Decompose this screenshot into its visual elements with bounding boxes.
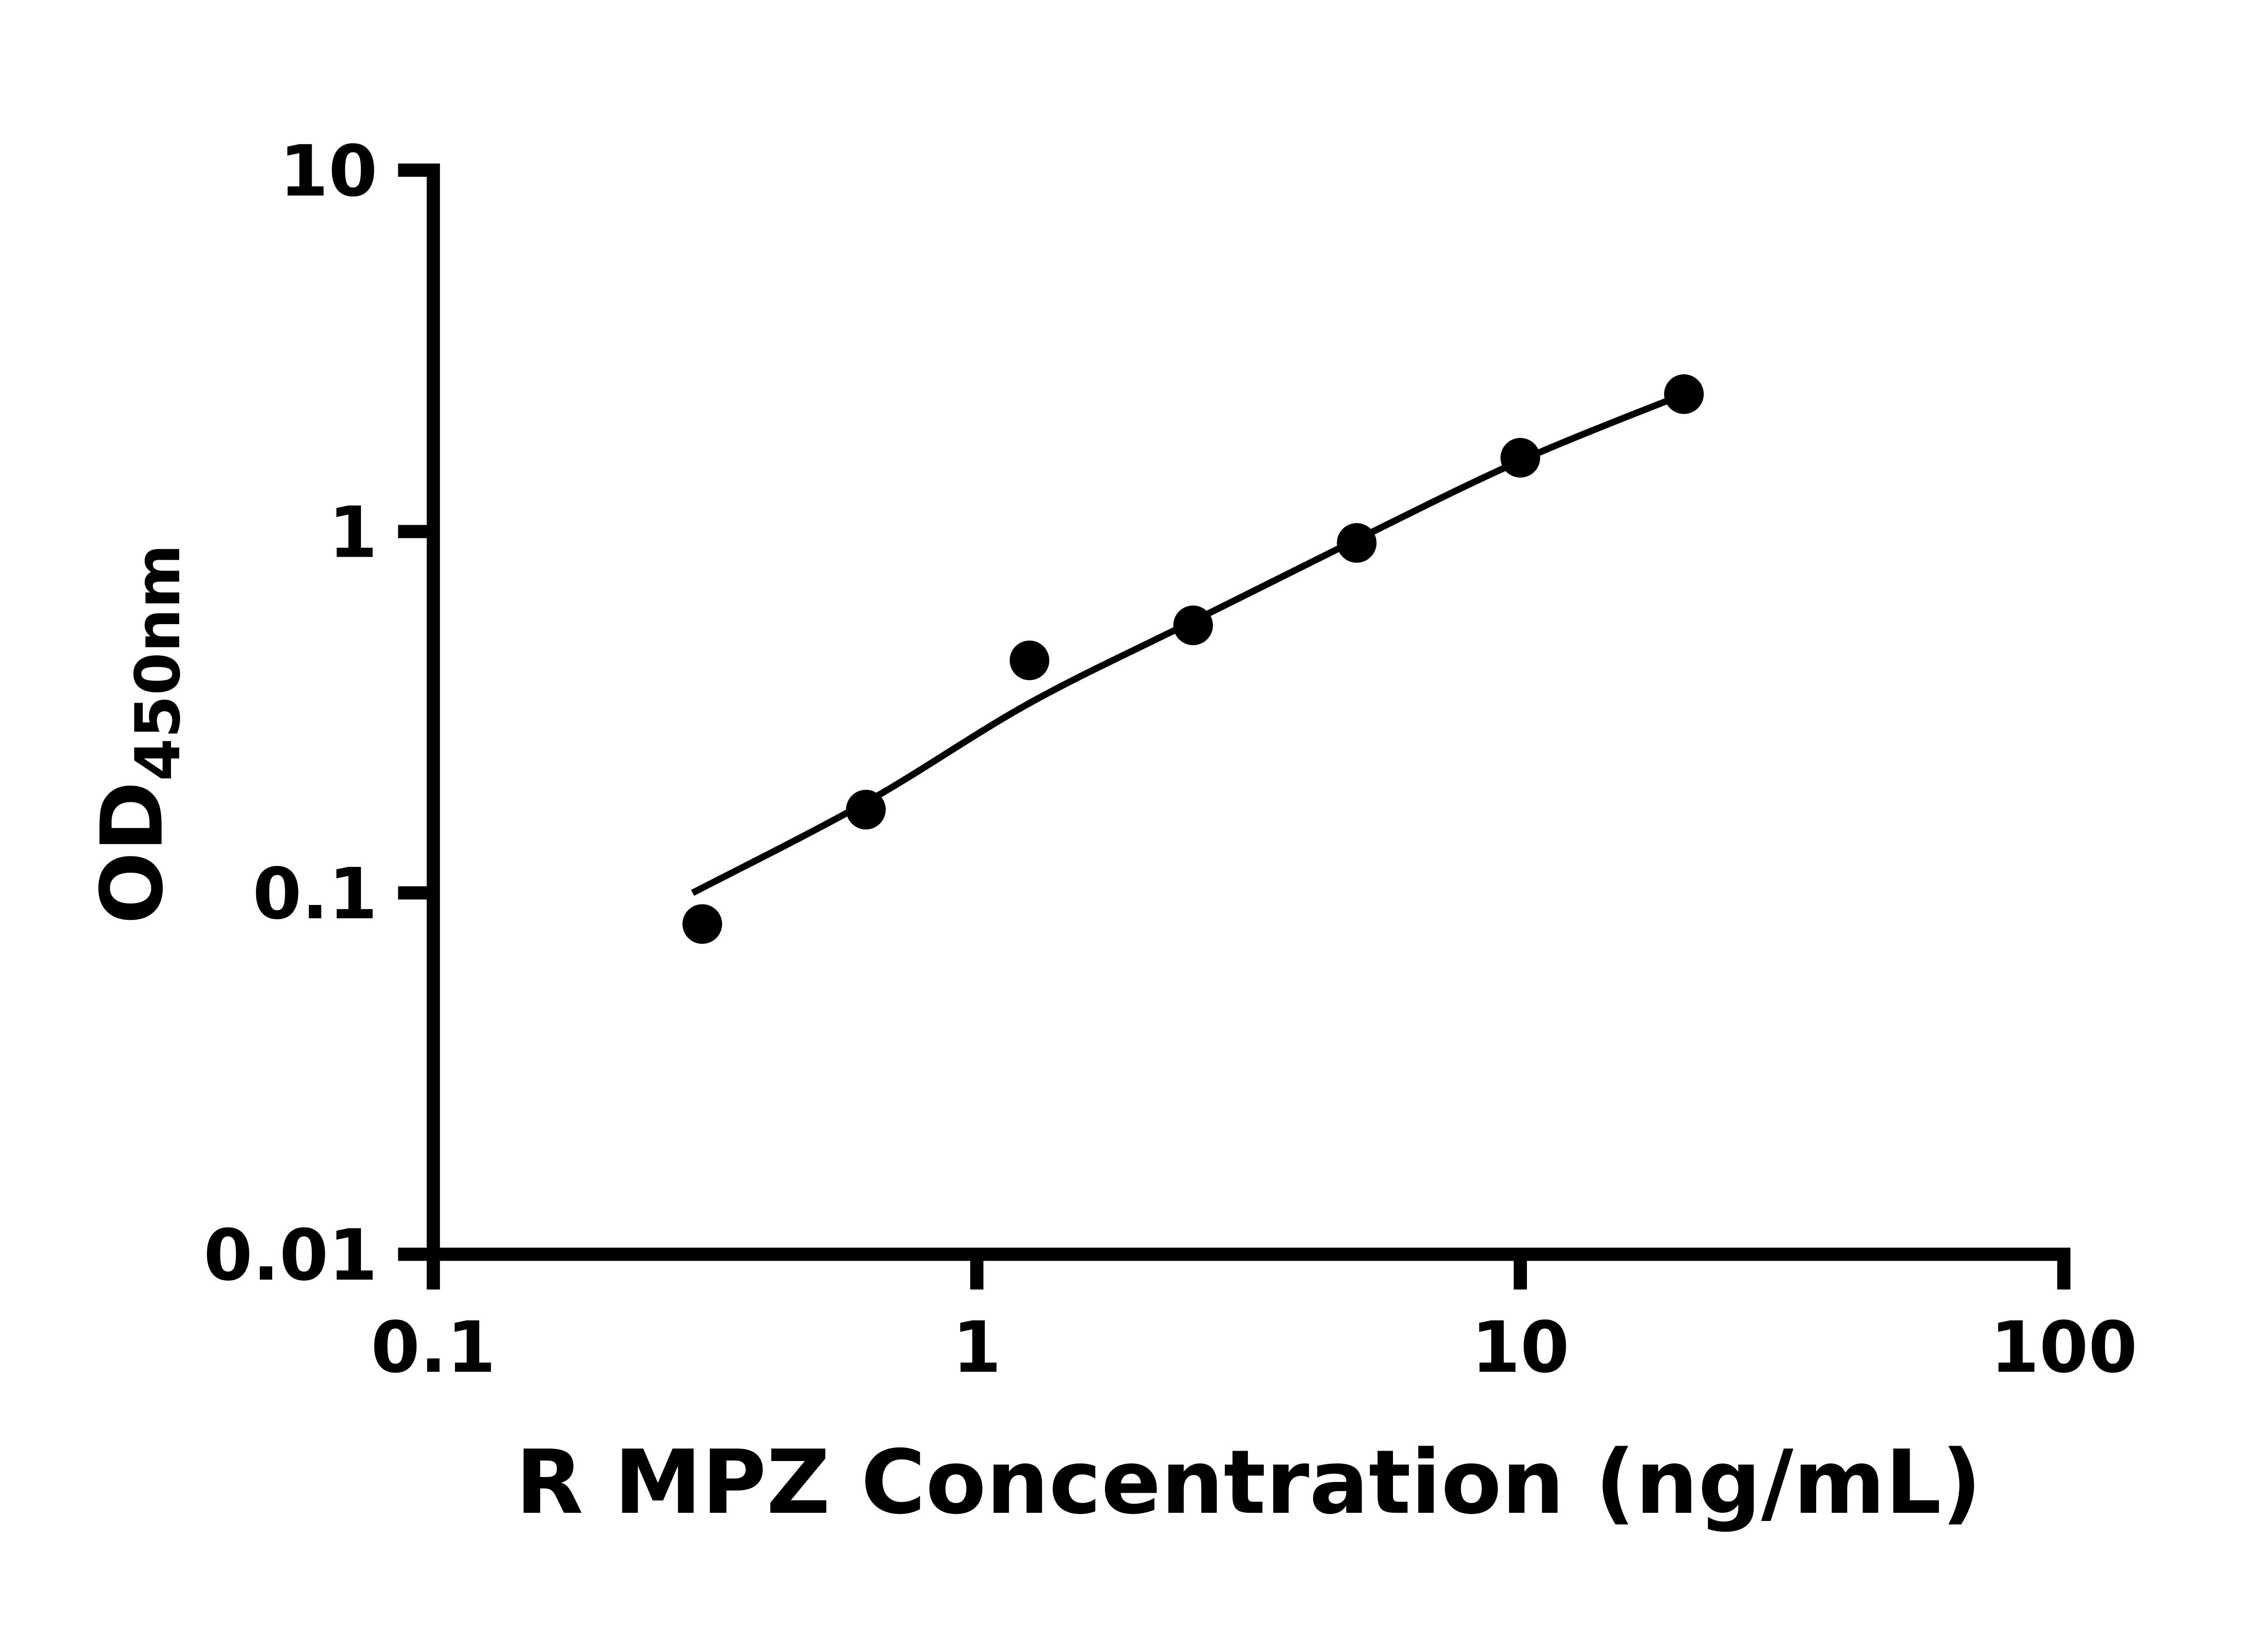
x-tick-label: 1 — [952, 1306, 1001, 1389]
x-tick-label: 100 — [1990, 1306, 2137, 1389]
y-tick-label: 0.01 — [204, 1214, 378, 1296]
data-point — [1173, 605, 1213, 645]
data-point — [1664, 374, 1704, 414]
axis-frame — [426, 163, 2071, 1261]
y-tick-label: 10 — [279, 130, 377, 212]
x-tick-label: 0.1 — [371, 1306, 496, 1389]
data-point — [1500, 438, 1540, 478]
y-tick-label: 0.1 — [253, 853, 377, 935]
data-point — [1009, 640, 1050, 680]
x-axis-title: R MPZ Concentration (ng/mL) — [515, 1431, 1981, 1534]
data-point — [1337, 523, 1377, 563]
data-point — [846, 790, 886, 830]
x-tick-label: 10 — [1471, 1306, 1569, 1389]
y-tick-label: 1 — [328, 492, 377, 574]
data-point — [682, 904, 722, 944]
y-axis-title: OD450nm — [83, 544, 194, 924]
